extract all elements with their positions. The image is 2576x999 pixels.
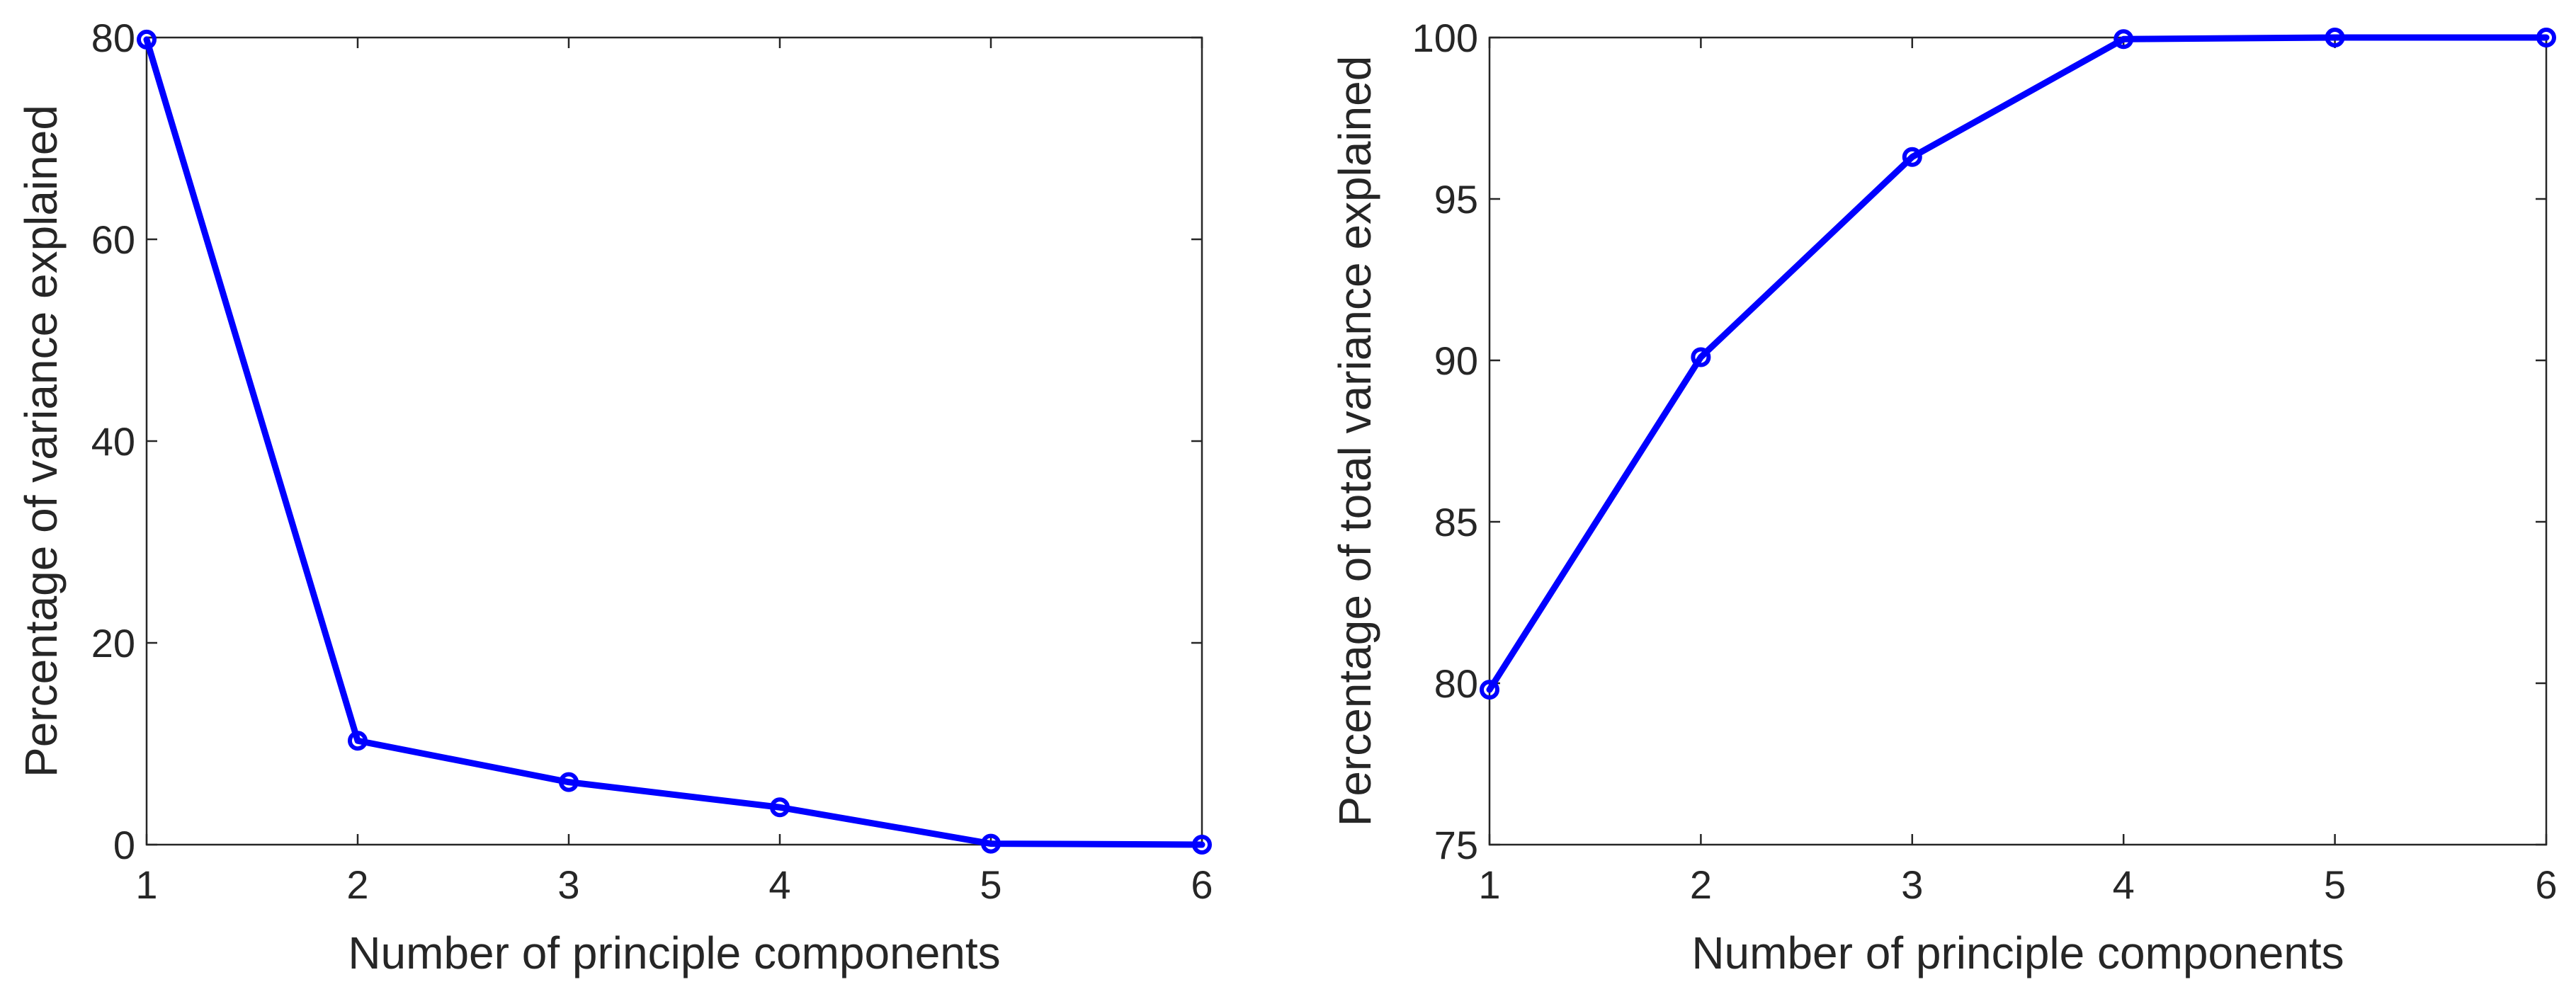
right-axes-box xyxy=(1488,36,2548,846)
x-tick-label: 2 xyxy=(1690,862,1712,907)
right-y-ticks: 75 80 85 90 95 100 xyxy=(1412,16,2546,867)
data-point-marker xyxy=(1691,347,1711,367)
y-tick-label: 100 xyxy=(1412,16,1478,60)
y-tick-label: 20 xyxy=(91,621,135,666)
x-tick-label: 5 xyxy=(980,862,1002,907)
series-line xyxy=(1486,34,2550,693)
x-tick-label: 1 xyxy=(135,862,157,907)
data-point-marker xyxy=(2113,29,2134,50)
x-tick-label: 3 xyxy=(557,862,579,907)
left-series xyxy=(137,29,1212,855)
left-y-ticks: 0 20 40 60 80 xyxy=(91,16,1202,867)
y-tick-label: 80 xyxy=(91,16,135,60)
y-tick-label: 40 xyxy=(91,419,135,464)
y-tick-label: 75 xyxy=(1434,823,1478,867)
right-chart: 1 2 3 4 5 6 75 80 85 90 95 100 Number of principle… xyxy=(1329,16,2558,978)
data-point-marker xyxy=(1192,835,1212,855)
x-tick-label: 3 xyxy=(1901,862,1923,907)
right-y-axis-label: Percentage of total variance explained xyxy=(1329,56,1380,827)
series-line xyxy=(143,36,1205,848)
data-point-marker xyxy=(770,797,790,818)
data-point-marker xyxy=(2325,28,2345,47)
y-tick-label: 0 xyxy=(113,823,135,867)
right-series xyxy=(1480,28,2556,700)
data-point-marker xyxy=(2536,28,2556,47)
right-x-axis-label: Number of principle components xyxy=(1691,927,2344,978)
data-point-marker xyxy=(1480,680,1499,700)
data-point-marker xyxy=(981,833,1001,854)
data-point-marker xyxy=(137,29,157,50)
x-tick-label: 6 xyxy=(1191,862,1213,907)
data-point-marker xyxy=(559,772,579,792)
y-tick-label: 80 xyxy=(1434,661,1478,706)
left-x-axis-label: Number of principle components xyxy=(348,927,1000,978)
left-axes-box xyxy=(145,36,1203,846)
x-tick-label: 4 xyxy=(2113,862,2135,907)
x-tick-label: 1 xyxy=(1478,862,1500,907)
left-chart: 1 2 3 4 5 6 0 20 40 60 80 Number of principle com… xyxy=(16,16,1213,978)
x-tick-label: 5 xyxy=(2324,862,2346,907)
data-point-marker xyxy=(348,731,368,751)
data-point-marker xyxy=(1902,147,1922,167)
y-tick-label: 60 xyxy=(91,217,135,262)
left-y-axis-label: Percentage of variance explained xyxy=(16,105,67,777)
y-tick-label: 90 xyxy=(1434,338,1478,383)
right-x-ticks: 1 2 3 4 5 6 xyxy=(1478,38,2558,907)
x-tick-label: 4 xyxy=(768,862,790,907)
left-x-ticks: 1 2 3 4 5 6 xyxy=(135,38,1213,907)
y-tick-label: 95 xyxy=(1434,177,1478,222)
x-tick-label: 6 xyxy=(2535,862,2557,907)
x-tick-label: 2 xyxy=(346,862,368,907)
y-tick-label: 85 xyxy=(1434,500,1478,544)
